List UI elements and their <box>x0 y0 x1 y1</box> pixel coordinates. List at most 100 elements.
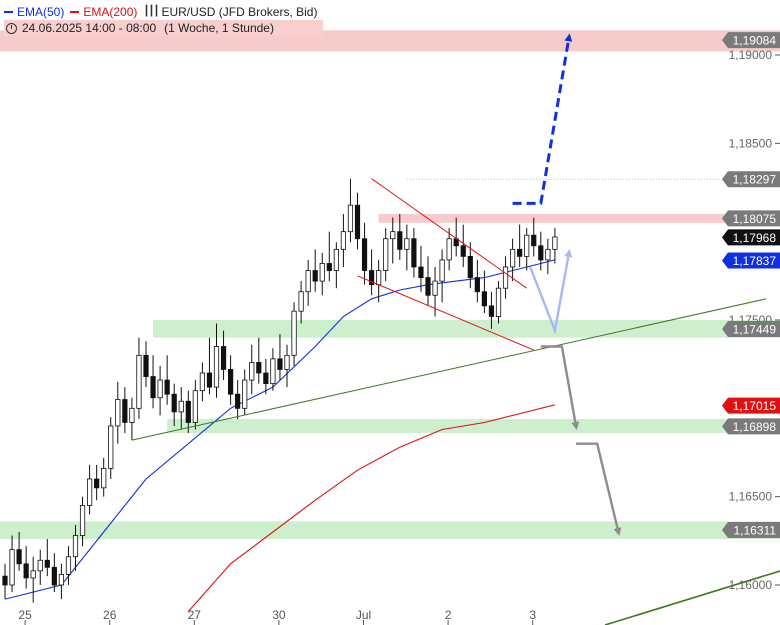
y-tick-label: 1,16000 <box>729 578 773 592</box>
candle-body <box>347 204 354 233</box>
candle-body <box>312 270 318 282</box>
price-zones <box>0 30 780 540</box>
support-zone <box>167 418 780 434</box>
candle-body <box>150 376 156 399</box>
scenario-arrows <box>512 33 622 536</box>
candle-body <box>37 559 43 572</box>
candle-body <box>368 270 375 286</box>
price-badge[interactable] <box>722 418 780 435</box>
x-tick-label: 27 <box>188 608 202 622</box>
price-badge[interactable] <box>722 321 780 338</box>
candle-body <box>129 407 135 423</box>
y-tick-label: 1,19000 <box>729 48 773 62</box>
candle-body <box>361 238 368 271</box>
price-badge-label: 1,16311 <box>734 524 777 538</box>
candle-body <box>411 238 417 268</box>
candle-body <box>305 270 311 293</box>
candle-body <box>256 361 262 374</box>
candle-body <box>44 559 50 568</box>
bounce-scenario-arrow <box>529 248 573 335</box>
candle-body <box>488 305 495 317</box>
x-tick-label: 30 <box>272 608 286 622</box>
candle-body <box>30 570 36 579</box>
candle-body <box>213 346 220 388</box>
price-axis[interactable]: 1,190001,185001,175001,165001,160001,190… <box>722 32 780 592</box>
candle-body <box>319 263 325 282</box>
chart-legend: EMA(50) EMA(200) ┃┃┃ EUR/USD (JFD Broker… <box>4 4 324 36</box>
candle-body <box>474 277 480 293</box>
candle-body <box>51 566 57 586</box>
y-tick-label: 1,18500 <box>729 136 773 150</box>
legend-ema200[interactable]: EMA(200) <box>70 4 137 20</box>
candle-body <box>249 361 255 381</box>
candle-body <box>502 266 509 289</box>
price-badge[interactable] <box>722 522 780 539</box>
ema200-label: EMA(200) <box>83 5 138 19</box>
candle-body <box>495 287 502 317</box>
candle-body <box>23 563 29 579</box>
candle-body <box>242 379 248 409</box>
candle-body <box>101 467 107 489</box>
candle-body <box>545 248 551 261</box>
price-badge-label: 1,17449 <box>733 323 777 337</box>
candle-body <box>531 234 537 247</box>
candle-body <box>446 238 452 261</box>
candle-body <box>122 399 128 423</box>
candle-body <box>524 234 530 257</box>
candle-body <box>178 400 184 413</box>
candle-body <box>425 277 431 296</box>
candle-body <box>326 263 332 271</box>
candle-body <box>284 354 290 370</box>
price-badge-label: 1,19084 <box>733 34 777 48</box>
candle-body <box>383 238 389 271</box>
time-axis[interactable]: 25 26 27 30 Jul 2 3 <box>18 608 536 625</box>
candlesticks <box>2 178 558 603</box>
support-trendline <box>131 298 767 441</box>
candle-body <box>538 245 544 261</box>
candle-body <box>65 556 72 575</box>
legend-ema50[interactable]: EMA(50) <box>4 4 64 20</box>
support-zone <box>0 521 780 540</box>
price-badge[interactable] <box>722 32 780 49</box>
price-badge-label: 1,17968 <box>733 231 777 245</box>
candle-body <box>72 535 79 558</box>
price-badge[interactable] <box>722 229 780 246</box>
candle-body <box>136 354 142 409</box>
candle-body <box>235 393 241 409</box>
wedge-upper-trendline <box>371 178 527 289</box>
support-zone <box>153 320 780 338</box>
candle-body <box>277 358 283 370</box>
candle-body <box>418 266 424 278</box>
price-badge[interactable] <box>722 171 780 188</box>
candle-body <box>460 245 466 257</box>
candle-body <box>185 400 191 423</box>
price-badge-label: 1,16898 <box>733 420 777 434</box>
candle-body <box>9 549 15 586</box>
legend-instrument[interactable]: ┃┃┃ EUR/USD (JFD Brokers, Bid) <box>143 4 317 20</box>
legend-row-period: 24.06.2025 14:00 - 08:00 (1 Woche, 1 Stu… <box>4 20 324 36</box>
price-badge[interactable] <box>722 210 780 227</box>
candle-body <box>354 204 361 240</box>
candle-body <box>397 231 403 250</box>
clock-icon <box>6 22 17 34</box>
x-tick-label: 2 <box>445 608 452 622</box>
resistance-zone <box>378 214 780 223</box>
bearish-scenario-arrow <box>540 345 580 430</box>
candle-body <box>340 231 347 250</box>
candle-body <box>333 248 339 271</box>
ema50-line <box>4 259 556 600</box>
candle-body <box>157 379 163 399</box>
price-badge[interactable] <box>722 252 780 269</box>
y-tick-label: 1,16500 <box>729 490 773 504</box>
price-badge[interactable] <box>722 397 780 414</box>
indicator-lines <box>4 259 556 612</box>
candle-body <box>467 255 473 278</box>
candle-body <box>58 574 65 586</box>
candle-body <box>263 372 269 384</box>
candle-body <box>517 248 523 257</box>
bearish-scenario-arrow <box>576 442 622 536</box>
timeframe-label: (1 Woche, 1 Stunde) <box>164 21 274 35</box>
candle-body <box>220 346 227 370</box>
candle-body <box>87 478 93 506</box>
